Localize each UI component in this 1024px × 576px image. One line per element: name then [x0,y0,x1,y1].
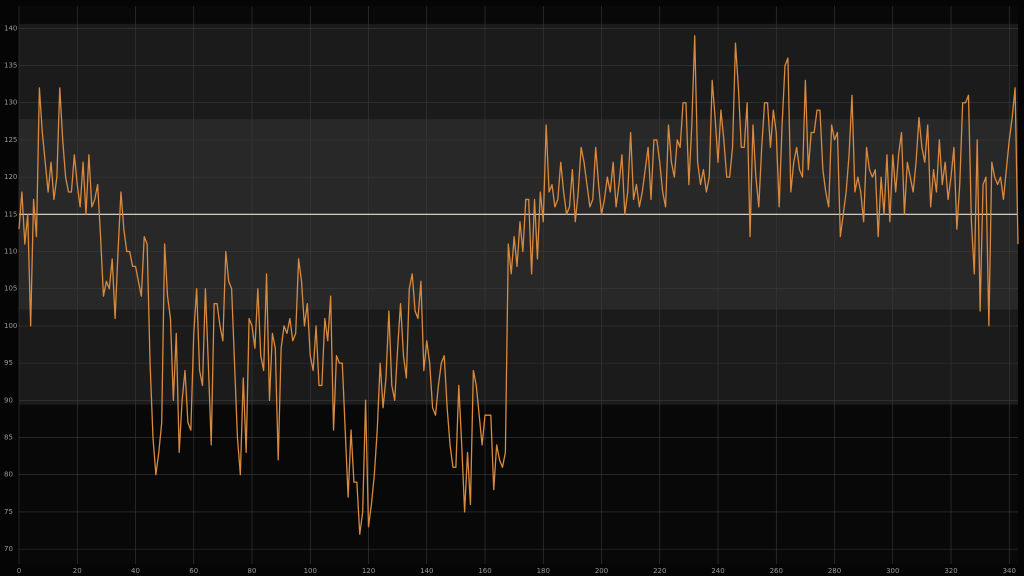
x-tick-label: 40 [131,567,140,575]
y-tick-label: 105 [4,285,17,293]
x-tick-label: 340 [1003,567,1016,575]
x-tick-label: 20 [73,567,82,575]
y-tick-label: 70 [4,545,13,553]
x-tick-label: 320 [944,567,957,575]
y-tick-label: 110 [4,248,17,256]
y-tick-label: 135 [4,62,17,70]
x-tick-label: 300 [886,567,899,575]
x-tick-label: 60 [189,567,198,575]
x-tick-label: 120 [362,567,375,575]
x-tick-label: 280 [828,567,841,575]
x-tick-label: 140 [420,567,433,575]
x-tick-label: 260 [770,567,783,575]
y-tick-label: 100 [4,322,17,330]
y-tick-label: 75 [4,508,13,516]
y-tick-label: 90 [4,396,13,404]
y-tick-label: 85 [4,434,13,442]
x-tick-label: 0 [17,567,21,575]
y-tick-label: 140 [4,24,17,32]
y-tick-label: 120 [4,173,17,181]
data-line [18,35,1019,535]
x-tick-label: 220 [653,567,666,575]
y-tick-label: 95 [4,359,13,367]
y-tick-label: 125 [4,136,17,144]
y-tick-label: 130 [4,99,17,107]
x-tick-label: 160 [478,567,491,575]
x-tick-label: 80 [248,567,257,575]
y-tick-label: 80 [4,471,13,479]
y-tick-label: 115 [4,210,17,218]
x-tick-label: 200 [595,567,608,575]
x-tick-label: 100 [304,567,317,575]
x-tick-label: 240 [711,567,724,575]
x-tick-label: 180 [537,567,550,575]
